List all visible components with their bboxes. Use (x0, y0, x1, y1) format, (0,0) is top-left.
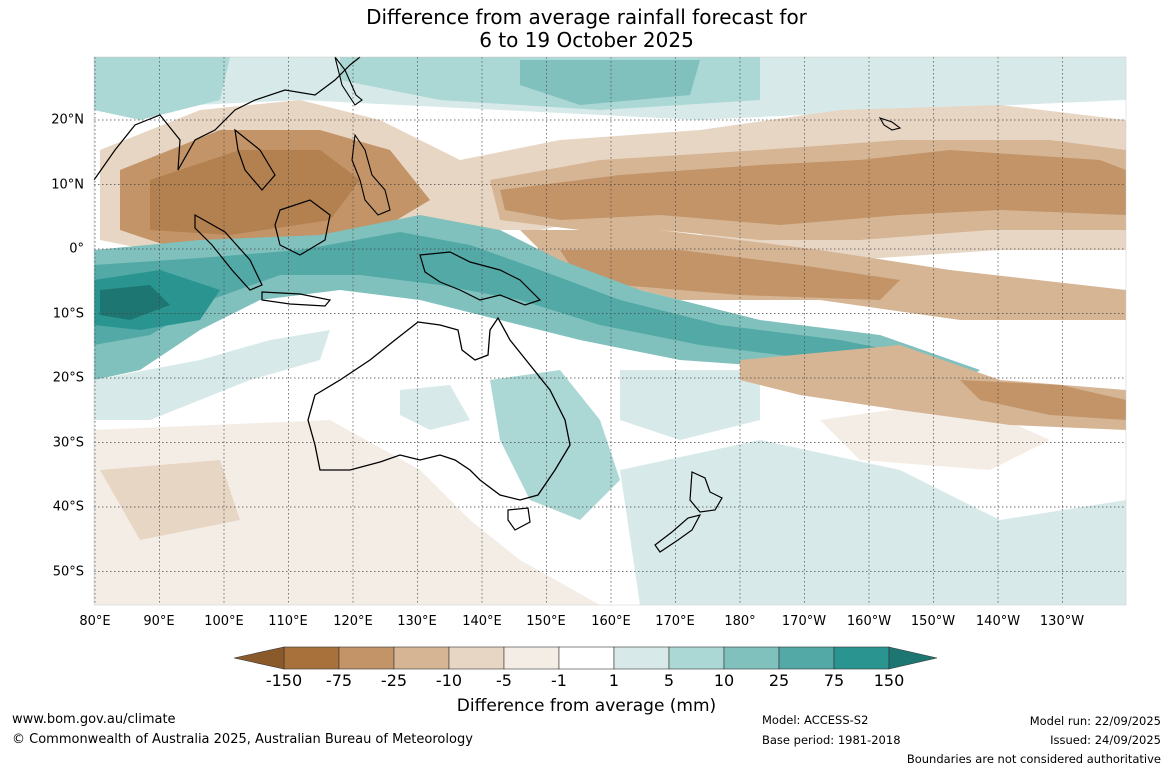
model-run-text: Model run: 22/09/2025 (1029, 714, 1161, 728)
lat-label: 50°S (52, 564, 84, 580)
model-text: Model: ACCESS-S2 (762, 713, 869, 727)
new-zealand-coastline (654, 471, 723, 553)
lat-label: 10°S (52, 306, 84, 322)
colorbar-tick: 10 (713, 671, 735, 690)
colorbar-tick: -10 (435, 671, 463, 690)
colorbar-tick: 75 (823, 671, 845, 690)
rainfall-anomaly-map (93, 56, 1127, 606)
lon-label: 150°E (526, 614, 566, 629)
anomaly-field (94, 57, 1126, 605)
lon-label: 90°E (143, 614, 175, 629)
lon-label: 160°W (846, 614, 892, 629)
tasmania-coastline (507, 507, 531, 531)
colorbar-swatch (723, 646, 780, 670)
colorbar-swatch (448, 646, 505, 670)
lat-label: 10°N (51, 177, 84, 193)
japan-coastline (334, 56, 363, 106)
maritime-continent-coastline (194, 199, 332, 307)
lon-label: 100°E (204, 614, 244, 629)
disclaimer-text: Boundaries are not considered authoritat… (906, 752, 1161, 766)
colorbar-swatch (393, 646, 450, 670)
lon-label: 170°E (655, 614, 695, 629)
colorbar-extend-high (888, 646, 938, 670)
lon-label: 110°E (268, 614, 308, 629)
philippines-coastline (351, 133, 391, 216)
colorbar-swatch (613, 646, 670, 670)
map-title-line2: 6 to 19 October 2025 (479, 28, 694, 52)
hawaii-islands (878, 117, 902, 131)
issued-text: Issued: 24/09/2025 (1050, 733, 1161, 747)
lon-label: 170°W (781, 614, 827, 629)
colorbar-label: Difference from average (mm) (456, 696, 717, 716)
graticule (94, 57, 1126, 605)
base-period-text: Base period: 1981-2018 (762, 733, 901, 747)
colorbar-tick: 5 (663, 671, 675, 690)
australia-coastline (307, 316, 571, 501)
lon-label: 140°W (975, 614, 1021, 629)
colorbar-tick: 25 (768, 671, 790, 690)
new-guinea-coastline (419, 251, 542, 306)
lon-label: 130°W (1039, 614, 1085, 629)
colorbar-swatch (558, 646, 615, 670)
colorbar-swatch (283, 646, 340, 670)
lon-label: 130°E (397, 614, 437, 629)
map-frame (93, 56, 1127, 606)
lon-label: 80°E (79, 614, 111, 629)
website-text: www.bom.gov.au/climate (12, 712, 176, 727)
lat-label: 0° (69, 241, 84, 257)
colorbar-swatch (668, 646, 725, 670)
lat-label: 20°S (52, 370, 84, 386)
map-title-line1: Difference from average rainfall forecas… (366, 5, 807, 29)
colorbar-tick: 1 (608, 671, 620, 690)
colorbar-tick: -25 (380, 671, 408, 690)
lat-label: 30°S (52, 435, 84, 451)
lon-label: 140°E (462, 614, 502, 629)
colorbar-swatch (338, 646, 395, 670)
colorbar-tick: 150 (873, 671, 905, 690)
lon-label: 180° (724, 614, 756, 629)
colorbar-extend-low (233, 646, 285, 670)
colorbar-tick: -75 (325, 671, 353, 690)
colorbar-swatch (778, 646, 835, 670)
colorbar-tick: -150 (265, 671, 303, 690)
colorbar-tick: -5 (496, 671, 512, 690)
lon-label: 120°E (333, 614, 373, 629)
lat-label: 20°N (51, 112, 84, 128)
colorbar-tick: -1 (551, 671, 567, 690)
asia-coastline (93, 56, 361, 191)
copyright-text: © Commonwealth of Australia 2025, Austra… (12, 732, 473, 747)
lon-label: 160°E (591, 614, 631, 629)
colorbar-swatch (503, 646, 560, 670)
lon-label: 150°W (910, 614, 956, 629)
lat-label: 40°S (52, 499, 84, 515)
colorbar-swatch (833, 646, 890, 670)
